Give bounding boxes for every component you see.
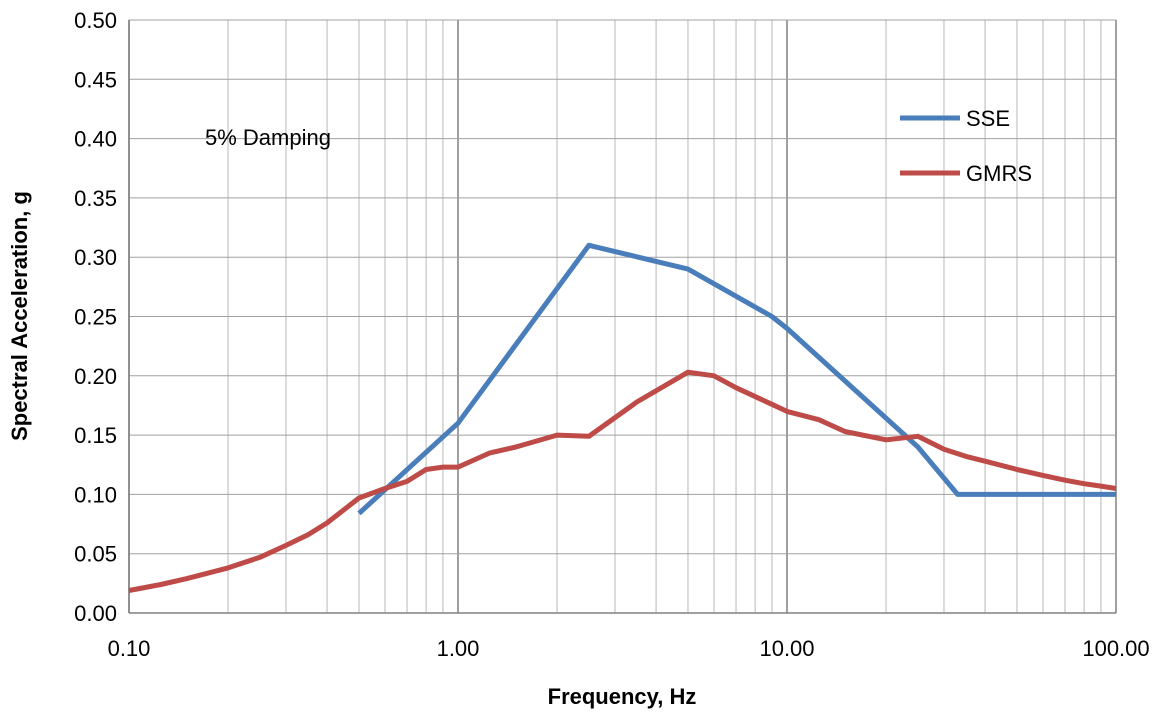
- series-line-sse: [357, 242, 1116, 516]
- series-layer: [128, 242, 1117, 593]
- y-tick-label: 0.05: [74, 542, 117, 567]
- y-tick-label: 0.45: [74, 67, 117, 92]
- x-tick-labels: 0.10 1.00 10.00 100.00: [108, 636, 1150, 661]
- y-tick-label: 0.35: [74, 186, 117, 211]
- y-tick-label: 0.00: [74, 601, 117, 626]
- x-tick-label: 100.00: [1082, 636, 1149, 661]
- x-tick-label: 0.10: [108, 636, 151, 661]
- legend-label-gmrs: GMRS: [966, 161, 1032, 186]
- grid: [128, 19, 1117, 614]
- x-tick-label: 10.00: [759, 636, 814, 661]
- y-tick-label: 0.25: [74, 305, 117, 330]
- y-tick-label: 0.30: [74, 245, 117, 270]
- x-axis-title: Frequency, Hz: [548, 684, 697, 709]
- y-tick-label: 0.50: [74, 8, 117, 33]
- legend-label-sse: SSE: [966, 106, 1010, 131]
- y-tick-label: 0.10: [74, 482, 117, 507]
- damping-annotation: 5% Damping: [205, 125, 331, 150]
- x-tick-label: 1.00: [437, 636, 480, 661]
- legend: SSE GMRS: [900, 106, 1032, 186]
- series-line-gmrs: [128, 369, 1117, 593]
- y-tick-label: 0.40: [74, 127, 117, 152]
- y-axis-title: Spectral Acceleration, g: [7, 191, 32, 441]
- y-tick-labels: 0.00 0.05 0.10 0.15 0.20 0.25 0.30 0.35 0.40 0.45…: [74, 8, 117, 626]
- y-tick-label: 0.20: [74, 364, 117, 389]
- y-tick-label: 0.15: [74, 423, 117, 448]
